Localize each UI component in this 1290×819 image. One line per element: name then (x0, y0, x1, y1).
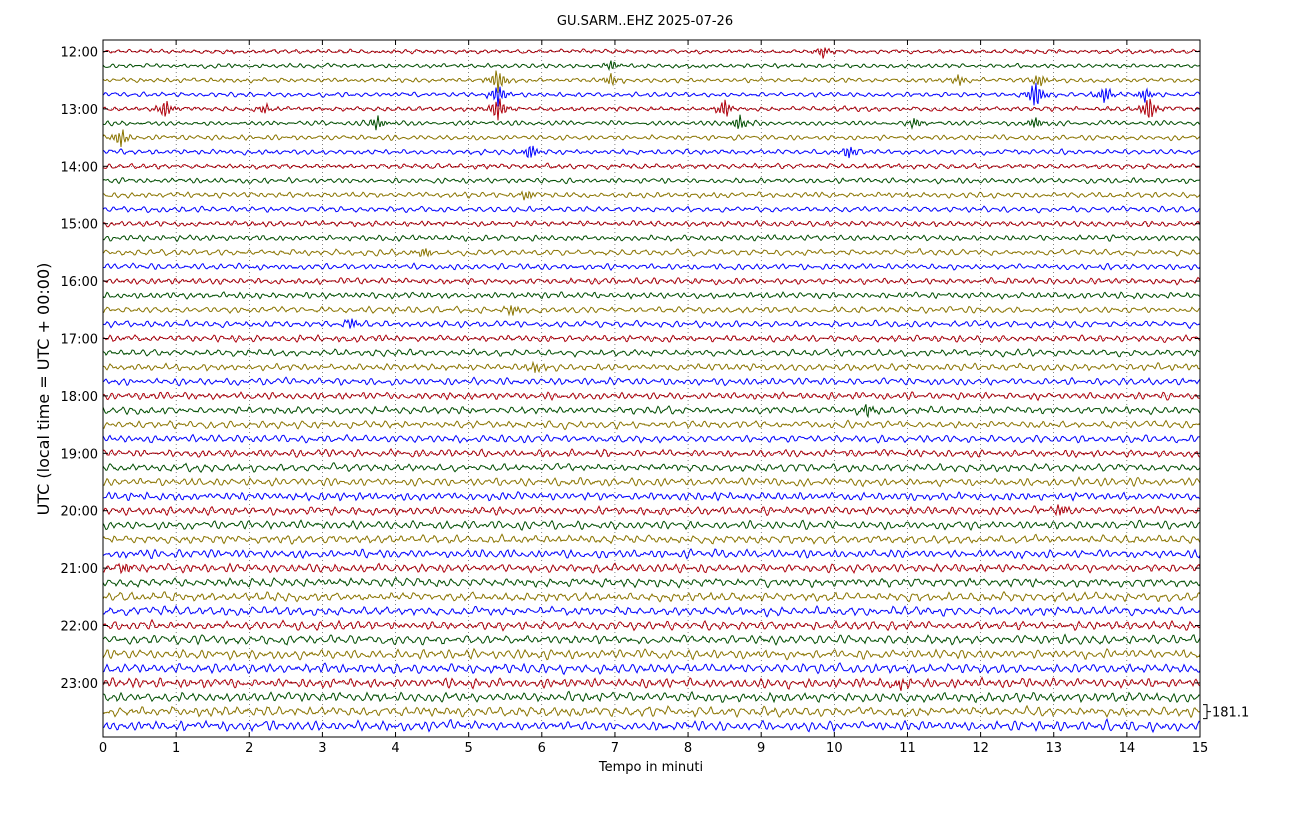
seismic-trace (102, 548, 1201, 560)
x-tick-label: 13 (1045, 741, 1062, 756)
plot-frame (102, 39, 1201, 738)
seismic-trace (102, 662, 1201, 676)
x-axis-label: Tempo in minuti (598, 760, 703, 775)
seismic-trace (102, 190, 1201, 201)
seismic-trace (102, 205, 1201, 214)
y-tick-label: 13:00 (61, 103, 98, 118)
amplitude-scale-bar: 181.1 (1203, 704, 1249, 721)
x-tick-label: 14 (1119, 741, 1136, 756)
x-tick-label: 6 (538, 741, 546, 756)
y-tick-label: 15:00 (61, 218, 98, 233)
x-tick-label: 0 (99, 741, 107, 756)
seismic-trace (102, 647, 1201, 661)
y-axis: 12:00 13:00 14:00 15:00 16:00 17:00 18:00 19:00… (61, 46, 1200, 692)
seismic-trace (102, 419, 1201, 431)
seismic-trace (102, 604, 1201, 618)
seismic-trace (102, 262, 1201, 271)
x-tick-label: 9 (757, 741, 765, 756)
seismic-trace (102, 348, 1201, 358)
x-tick-label: 1 (172, 741, 180, 756)
seismic-trace (102, 129, 1201, 148)
seismic-trace (102, 462, 1201, 474)
seismic-trace (102, 376, 1201, 387)
seismic-trace (102, 562, 1201, 575)
x-axis: 0 1 2 3 4 5 6 7 8 9 10 11 12 13 14 15 (99, 40, 1208, 756)
seismic-trace (102, 47, 1201, 59)
seismic-trace (102, 633, 1201, 646)
x-tick-label: 10 (826, 741, 843, 756)
seismic-trace (102, 676, 1201, 691)
seismic-trace (102, 618, 1201, 632)
seismic-trace (102, 590, 1201, 603)
seismic-trace (102, 519, 1201, 531)
y-tick-label: 14:00 (61, 160, 98, 175)
trace-layer (102, 47, 1201, 734)
seismic-trace (102, 504, 1201, 517)
seismic-trace (102, 60, 1201, 72)
y-axis-label: UTC (local time = UTC + 00:00) (34, 263, 53, 516)
seismic-trace (102, 404, 1201, 419)
seismic-trace (102, 145, 1201, 159)
seismic-trace (102, 247, 1201, 258)
seismic-trace (102, 490, 1201, 502)
seismic-trace (103, 690, 1201, 704)
x-tick-label: 8 (684, 741, 692, 756)
seismic-trace (102, 391, 1201, 402)
x-tick-label: 3 (318, 741, 326, 756)
y-tick-label: 18:00 (61, 390, 98, 405)
scale-bar-bracket (1203, 704, 1211, 720)
y-tick-label: 21:00 (61, 562, 98, 577)
seismic-trace (102, 291, 1201, 300)
seismic-trace (102, 576, 1201, 589)
scale-bar-label: 181.1 (1212, 706, 1249, 721)
x-tick-label: 2 (245, 741, 253, 756)
seismic-trace (102, 318, 1201, 329)
y-tick-label: 22:00 (61, 620, 98, 635)
y-tick-label: 12:00 (61, 46, 98, 61)
grid-layer (103, 40, 1200, 737)
seismic-trace (102, 476, 1201, 488)
y-tick-label: 16:00 (61, 275, 98, 290)
x-tick-label: 7 (611, 741, 619, 756)
x-tick-label: 11 (899, 741, 916, 756)
y-tick-label: 19:00 (61, 447, 98, 462)
y-tick-label: 23:00 (61, 677, 98, 692)
x-tick-label: 4 (391, 741, 399, 756)
x-tick-label: 12 (972, 741, 989, 756)
seismic-trace (102, 82, 1201, 107)
seismic-trace (102, 98, 1201, 121)
seismic-trace (102, 234, 1201, 243)
seismic-trace (102, 305, 1201, 317)
y-tick-label: 20:00 (61, 505, 98, 520)
chart-title: GU.SARM..EHZ 2025-07-26 (557, 14, 733, 29)
seismic-trace (102, 718, 1201, 734)
seismic-trace (102, 704, 1201, 719)
x-tick-label: 5 (465, 741, 473, 756)
seismic-trace (102, 114, 1201, 131)
seismic-trace (102, 70, 1201, 93)
seismic-trace (102, 533, 1201, 545)
x-tick-label: 15 (1192, 741, 1209, 756)
seismic-trace (102, 334, 1201, 344)
seismic-trace (102, 219, 1201, 228)
seismic-trace (102, 176, 1201, 185)
seismic-trace (102, 276, 1201, 286)
seismic-trace (102, 433, 1201, 444)
seismic-trace (102, 162, 1201, 171)
seismic-trace (102, 360, 1201, 374)
y-tick-label: 17:00 (61, 333, 98, 348)
